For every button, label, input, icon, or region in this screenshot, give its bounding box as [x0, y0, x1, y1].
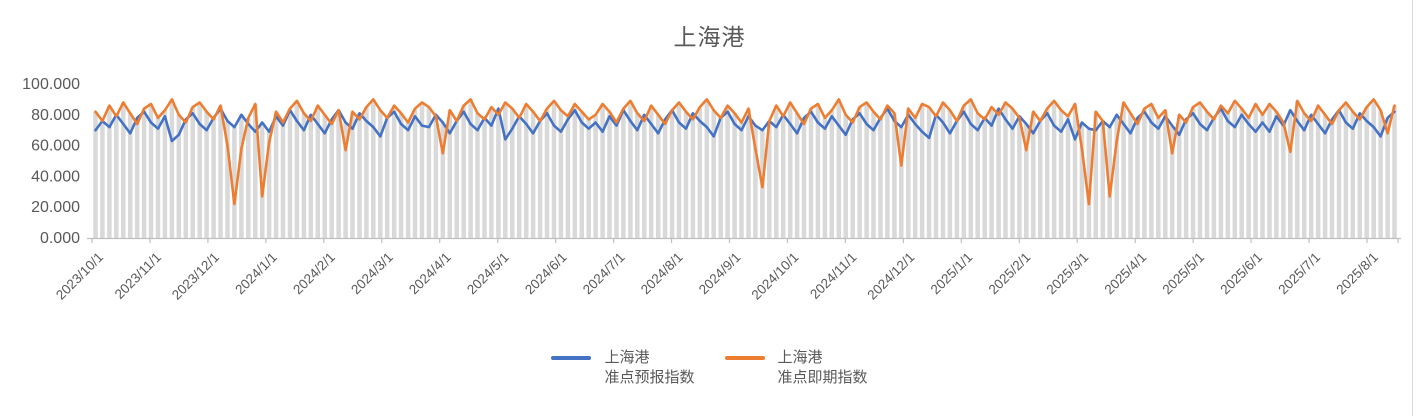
x-axis-label: 2024/10/1	[748, 250, 801, 303]
legend-line-swatch-spot	[724, 356, 765, 360]
x-axis-label: 2024/1/1	[232, 250, 280, 298]
y-axis-label: 80.000	[31, 107, 80, 124]
x-axis-label: 2025/6/1	[1217, 250, 1265, 298]
x-axis-label: 2024/4/1	[406, 250, 454, 298]
x-axis-label: 2023/11/1	[112, 250, 164, 302]
y-axis-label: 60.000	[31, 138, 80, 155]
y-axis-label: 20.000	[31, 199, 80, 216]
x-axis-label: 2024/3/1	[348, 250, 396, 298]
legend-label-forecast-line1: 上海港	[604, 349, 650, 366]
y-axis-label: 40.000	[31, 168, 80, 185]
x-axis-label: 2025/8/1	[1333, 250, 1381, 298]
legend-item-spot: 上海港 准点即期指数	[724, 348, 868, 388]
series-line-spot	[94, 98, 1396, 206]
x-axis-label: 2024/11/1	[807, 250, 859, 302]
legend-label-spot-line2: 准点即期指数	[777, 369, 868, 386]
chart-title: 上海港	[673, 24, 746, 50]
x-axis-label: 2024/6/1	[522, 250, 570, 298]
x-axis-label: 2025/5/1	[1159, 250, 1207, 298]
x-axis-label: 2025/7/1	[1275, 250, 1323, 298]
y-axis-label: 100.000	[22, 76, 80, 93]
x-axis-label: 2023/12/1	[169, 250, 222, 303]
x-axis-label: 2025/3/1	[1044, 250, 1092, 298]
legend-label-spot-line1: 上海港	[777, 349, 823, 366]
x-axis-label: 2024/2/1	[290, 250, 338, 298]
x-axis-label: 2025/2/1	[986, 250, 1034, 298]
y-axis-label: 0.000	[40, 230, 80, 247]
legend-item-forecast: 上海港 准点预报指数	[551, 348, 695, 388]
x-axis-label: 2024/7/1	[580, 250, 628, 298]
x-axis-label: 2023/10/1	[53, 250, 106, 303]
x-axis-label: 2024/12/1	[864, 250, 917, 303]
x-axis-label: 2024/5/1	[464, 250, 512, 298]
legend-line-swatch-forecast	[551, 356, 592, 360]
legend-label-forecast-line2: 准点预报指数	[604, 369, 695, 386]
x-axis-label: 2025/4/1	[1102, 250, 1150, 298]
legend: 上海港 准点预报指数 上海港 准点即期指数	[0, 348, 1419, 388]
x-axis-label: 2024/8/1	[638, 250, 686, 298]
x-axis-label: 2025/1/1	[928, 250, 976, 298]
x-axis-label: 2024/9/1	[696, 250, 744, 298]
